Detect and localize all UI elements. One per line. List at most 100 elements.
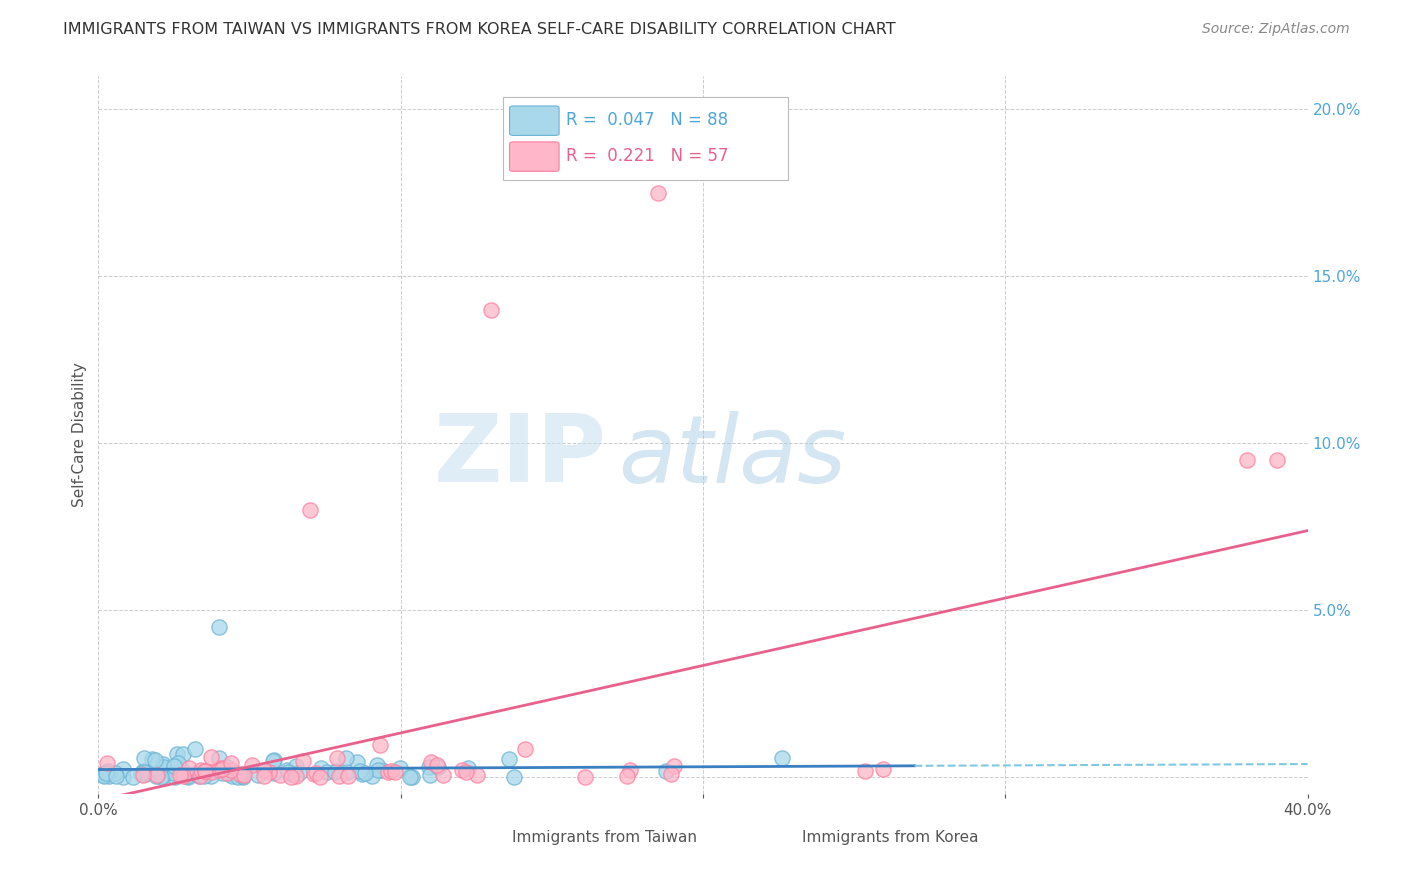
Point: [309, 761, 332, 775]
Point: [221, 769, 243, 783]
Point: [150, 770, 173, 784]
Point: [419, 755, 441, 769]
Point: [91, 768, 114, 782]
Point: [193, 769, 215, 783]
Point: [367, 763, 389, 777]
Point: [456, 765, 478, 780]
Point: [401, 770, 423, 784]
Point: [328, 769, 350, 783]
Point: [190, 763, 212, 777]
Point: [498, 752, 520, 766]
Point: [277, 765, 299, 780]
Point: [257, 764, 280, 779]
Point: [208, 620, 231, 634]
Text: Immigrants from Korea: Immigrants from Korea: [803, 830, 979, 846]
Point: [659, 766, 682, 780]
Point: [377, 764, 399, 779]
Point: [97, 769, 120, 783]
Point: [218, 766, 240, 780]
Point: [323, 764, 346, 779]
Point: [170, 763, 193, 777]
Point: [229, 767, 252, 781]
Point: [246, 768, 269, 782]
Text: R =  0.047   N = 88: R = 0.047 N = 88: [567, 112, 728, 129]
Point: [211, 766, 233, 780]
Point: [263, 753, 285, 767]
Point: [281, 766, 304, 780]
Point: [457, 761, 479, 775]
Point: [208, 763, 231, 777]
Point: [647, 186, 669, 200]
Point: [655, 764, 678, 779]
Point: [432, 768, 454, 782]
Point: [177, 770, 200, 784]
Point: [97, 764, 120, 778]
Point: [93, 766, 115, 780]
Text: IMMIGRANTS FROM TAIWAN VS IMMIGRANTS FROM KOREA SELF-CARE DISABILITY CORRELATION: IMMIGRANTS FROM TAIWAN VS IMMIGRANTS FRO…: [63, 22, 896, 37]
Y-axis label: Self-Care Disability: Self-Care Disability: [72, 362, 87, 508]
Point: [232, 770, 254, 784]
Point: [219, 764, 242, 778]
FancyBboxPatch shape: [742, 828, 794, 847]
Point: [208, 751, 231, 765]
Point: [183, 742, 205, 756]
Point: [129, 767, 152, 781]
Point: [134, 750, 156, 764]
Point: [200, 768, 222, 782]
Point: [308, 770, 330, 784]
Point: [451, 764, 474, 778]
Point: [292, 755, 315, 769]
Point: [662, 759, 685, 773]
Point: [302, 766, 325, 780]
Point: [145, 769, 167, 783]
Point: [368, 738, 391, 752]
Point: [152, 768, 174, 782]
Text: ZIP: ZIP: [433, 410, 606, 502]
Point: [253, 763, 276, 777]
Point: [176, 769, 198, 783]
Point: [503, 770, 526, 784]
Point: [426, 760, 449, 774]
Point: [232, 767, 254, 781]
Point: [853, 764, 876, 779]
Point: [172, 769, 194, 783]
Point: [215, 764, 238, 778]
Point: [167, 756, 190, 770]
Point: [770, 750, 793, 764]
Point: [366, 758, 388, 772]
Point: [152, 757, 174, 772]
Point: [122, 770, 145, 784]
Point: [262, 754, 284, 768]
Text: Source: ZipAtlas.com: Source: ZipAtlas.com: [1202, 22, 1350, 37]
Point: [141, 752, 163, 766]
Text: R =  0.221   N = 57: R = 0.221 N = 57: [567, 147, 728, 165]
Point: [288, 765, 311, 780]
Point: [465, 768, 488, 782]
Point: [619, 764, 641, 778]
Point: [380, 764, 402, 779]
Point: [240, 757, 263, 772]
Point: [231, 769, 253, 783]
Point: [104, 769, 127, 783]
Point: [354, 766, 377, 780]
Point: [132, 768, 155, 782]
Point: [481, 302, 503, 317]
Point: [335, 751, 357, 765]
Point: [112, 770, 135, 784]
Point: [316, 765, 339, 780]
Point: [200, 764, 222, 779]
Point: [231, 767, 253, 781]
Point: [325, 764, 347, 778]
Point: [336, 765, 359, 780]
Point: [221, 756, 243, 770]
Point: [349, 764, 371, 778]
Point: [263, 766, 285, 780]
Point: [93, 767, 115, 781]
Point: [96, 756, 118, 770]
Point: [112, 763, 135, 777]
Text: Immigrants from Taiwan: Immigrants from Taiwan: [512, 830, 697, 846]
Point: [188, 769, 211, 783]
Point: [426, 758, 449, 772]
Point: [269, 768, 291, 782]
Point: [146, 768, 169, 782]
